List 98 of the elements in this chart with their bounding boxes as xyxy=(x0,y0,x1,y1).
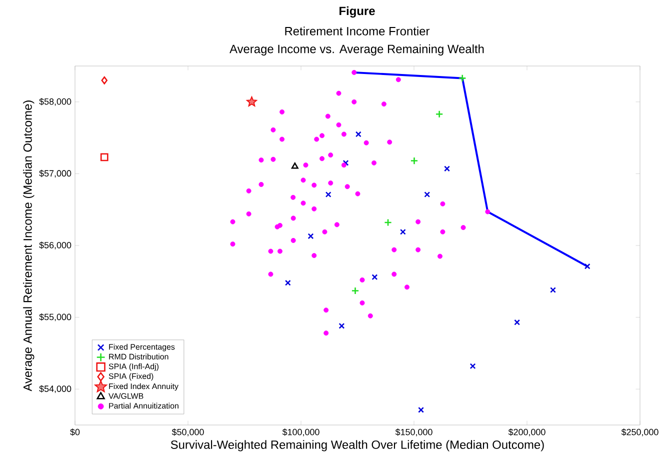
point xyxy=(392,247,397,252)
point xyxy=(334,222,340,228)
x-axis-title: Survival-Weighted Remaining Wealth Over Lifetime (Median Outcome) xyxy=(170,440,544,452)
point xyxy=(312,253,317,258)
point xyxy=(290,194,296,200)
y-tick-label: $54,000 xyxy=(39,385,72,393)
x-tick-label: $100,000 xyxy=(282,428,320,436)
point xyxy=(268,272,274,277)
y-tick-label: $57,000 xyxy=(39,170,72,178)
y-tick-label: $58,000 xyxy=(39,98,72,106)
point xyxy=(325,114,330,119)
point xyxy=(387,140,392,145)
point xyxy=(416,247,421,252)
point xyxy=(258,158,264,163)
point xyxy=(360,277,365,282)
x-tick-label: $0 xyxy=(70,428,80,436)
point xyxy=(444,166,450,172)
point xyxy=(277,248,282,254)
point xyxy=(328,152,334,158)
point xyxy=(280,109,285,114)
point xyxy=(101,76,108,84)
point xyxy=(290,238,296,243)
x-tick-label: $250,000 xyxy=(621,428,658,436)
point xyxy=(280,136,285,142)
point xyxy=(424,192,430,198)
point xyxy=(351,286,360,295)
point xyxy=(320,156,325,162)
point xyxy=(312,206,317,212)
point xyxy=(303,162,308,168)
point xyxy=(418,406,424,413)
point xyxy=(324,308,329,313)
point xyxy=(341,132,346,137)
point xyxy=(325,192,332,198)
y-tick-label: $56,000 xyxy=(39,242,72,250)
point xyxy=(268,248,274,254)
point xyxy=(344,184,350,190)
chart-title: Figure xyxy=(340,6,375,18)
point xyxy=(372,274,378,280)
y-axis-title: Average Annual Retirement Income (Median Outcome) xyxy=(23,100,34,392)
chart-subtitle: Retirement Income Frontier xyxy=(285,26,430,36)
point xyxy=(270,127,276,132)
point xyxy=(230,242,236,247)
point xyxy=(300,200,306,206)
point xyxy=(410,156,418,165)
point xyxy=(360,300,365,306)
point xyxy=(550,287,556,293)
point xyxy=(246,188,252,194)
point xyxy=(341,162,346,168)
point xyxy=(372,160,376,166)
point xyxy=(336,122,342,128)
point xyxy=(355,131,362,138)
point xyxy=(381,102,386,107)
point xyxy=(290,216,296,221)
point xyxy=(440,229,446,234)
point xyxy=(396,77,401,82)
point xyxy=(584,263,590,270)
point xyxy=(438,254,442,259)
x-tick-label: $50,000 xyxy=(172,428,204,436)
point xyxy=(364,140,369,146)
point xyxy=(291,162,298,169)
point xyxy=(392,272,397,277)
point xyxy=(246,211,252,216)
point xyxy=(514,319,520,326)
point xyxy=(440,201,446,206)
y-tick-label: $55,000 xyxy=(39,313,72,322)
point xyxy=(485,209,490,214)
point xyxy=(458,74,466,82)
point xyxy=(460,225,466,230)
x-tick-label: $200,000 xyxy=(508,428,546,436)
point xyxy=(368,313,373,318)
point xyxy=(270,156,276,162)
point xyxy=(258,182,264,187)
point xyxy=(230,219,236,224)
point xyxy=(352,99,357,104)
point xyxy=(277,222,282,228)
point xyxy=(320,133,325,138)
x-tick-label: $150,000 xyxy=(395,428,432,436)
point xyxy=(416,219,421,224)
point xyxy=(246,96,257,106)
point xyxy=(435,110,444,118)
point xyxy=(300,178,306,183)
point xyxy=(308,233,314,240)
point xyxy=(355,191,360,196)
point xyxy=(284,280,291,286)
point xyxy=(342,160,349,166)
point xyxy=(314,136,320,142)
point xyxy=(324,330,329,336)
point xyxy=(100,153,108,162)
point xyxy=(384,218,392,226)
point xyxy=(338,322,345,329)
point xyxy=(336,90,342,96)
point xyxy=(400,228,406,235)
point xyxy=(322,229,328,234)
point xyxy=(312,182,317,188)
text: Average Income vs. Average Remaining Wealth xyxy=(230,44,484,56)
point xyxy=(404,284,410,290)
point xyxy=(470,363,476,370)
point xyxy=(328,180,334,186)
